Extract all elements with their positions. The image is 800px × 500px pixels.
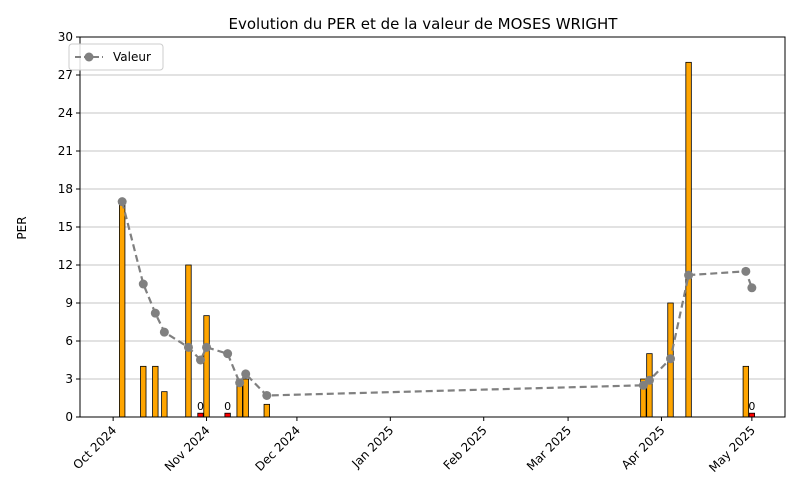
value-point — [196, 355, 206, 365]
y-tick-label: 21 — [58, 144, 73, 158]
value-point — [159, 327, 169, 337]
bar — [685, 61, 692, 418]
value-point — [638, 380, 648, 390]
value-point — [223, 349, 233, 359]
value-point — [183, 342, 193, 352]
bar-zero — [224, 412, 231, 418]
legend-marker — [84, 52, 94, 62]
value-point — [666, 354, 676, 364]
value-point — [235, 378, 245, 388]
y-axis-label: PER — [15, 216, 29, 239]
bar — [161, 391, 168, 418]
y-tick-label: 27 — [58, 68, 73, 82]
bar — [152, 365, 159, 418]
bar — [185, 264, 192, 418]
y-tick-label: 24 — [58, 106, 73, 120]
bar — [140, 365, 147, 418]
legend-label: Valeur — [113, 50, 151, 64]
legend: Valeur — [68, 43, 164, 71]
chart-title: Evolution du PER et de la valeur de MOSE… — [229, 15, 619, 33]
value-point — [684, 270, 694, 280]
bar-data-label: 0 — [224, 400, 231, 413]
y-tick-label: 15 — [58, 220, 73, 234]
value-point — [202, 342, 212, 352]
bar-zero — [748, 412, 756, 418]
bar — [119, 201, 126, 418]
value-point — [262, 390, 272, 400]
y-tick-label: 12 — [58, 258, 73, 272]
y-tick-label: 9 — [65, 296, 73, 310]
y-tick-label: 0 — [65, 410, 73, 424]
value-line-series — [117, 197, 757, 400]
value-point — [117, 197, 127, 207]
value-point — [644, 375, 654, 385]
value-point — [150, 308, 160, 318]
bar — [263, 403, 270, 418]
bar-data-label: 0 — [197, 400, 204, 413]
bar — [203, 315, 210, 418]
bar-data-label: 0 — [748, 400, 755, 413]
bar-zero — [197, 412, 204, 418]
legend-box — [68, 43, 164, 71]
value-point — [747, 283, 757, 293]
bar — [242, 378, 249, 418]
y-tick-label: 3 — [65, 372, 73, 386]
y-tick-label: 30 — [58, 30, 73, 44]
y-tick-label: 6 — [65, 334, 73, 348]
y-tick-label: 18 — [58, 182, 73, 196]
value-point — [241, 369, 251, 379]
value-point — [741, 266, 751, 276]
value-point — [138, 279, 148, 289]
